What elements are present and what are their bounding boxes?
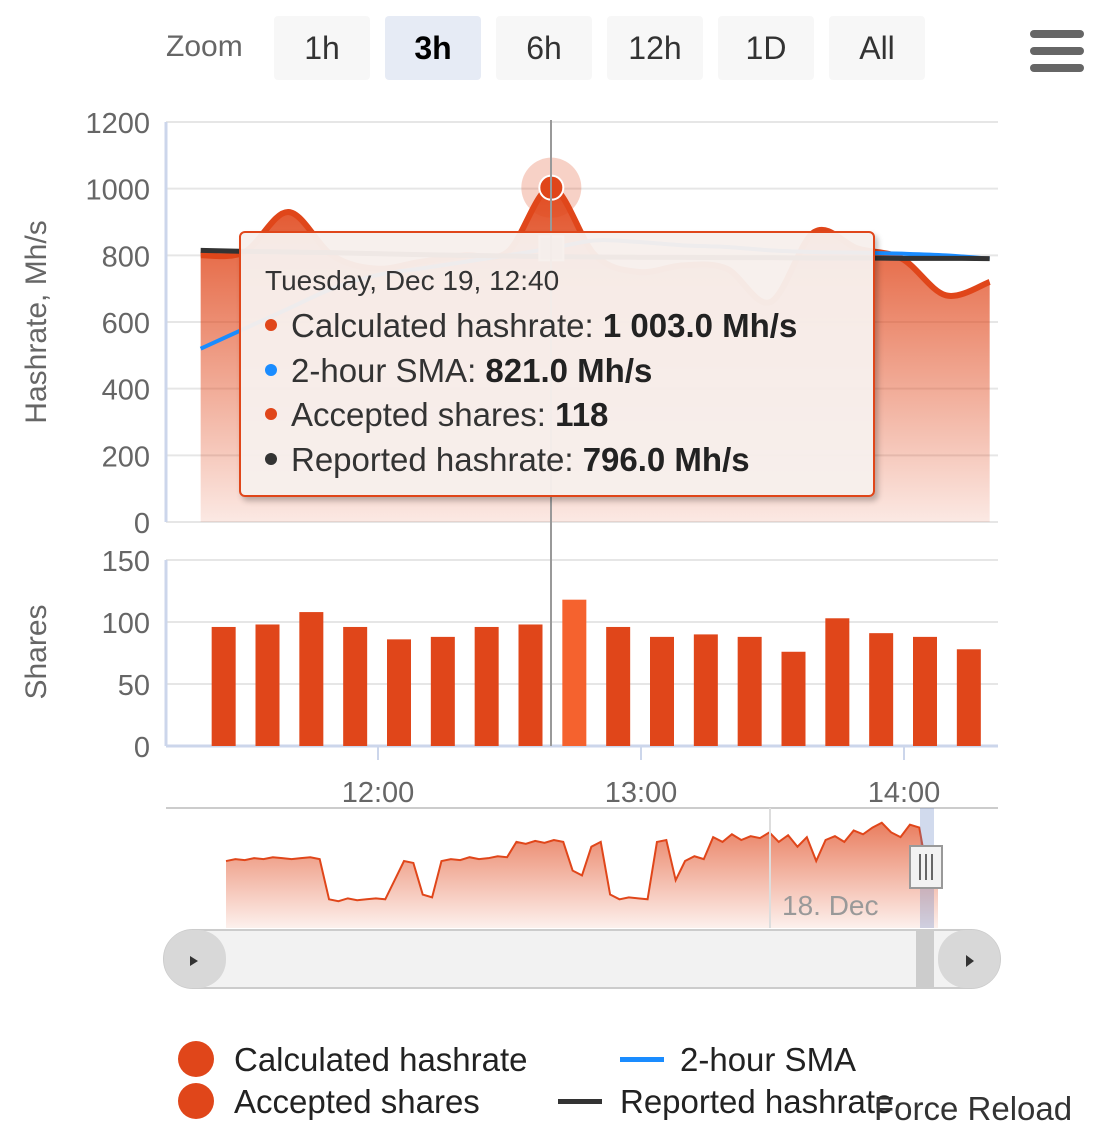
tooltip-date: Tuesday, Dec 19, 12:40 (265, 265, 560, 296)
shares-bar (650, 636, 674, 746)
tooltip-row-calculated: Calculated hashrate: 1 003.0 Mh/s (265, 307, 797, 345)
legend-accepted-shares[interactable]: Accepted shares (234, 1083, 480, 1120)
legend-calculated-hashrate[interactable]: Calculated hashrate (234, 1041, 528, 1078)
shares-y-tick-label: 100 (102, 608, 150, 640)
hashrate-y-tick-label: 0 (134, 508, 150, 540)
shares-y-tick-label: 150 (102, 546, 150, 578)
hashrate-y-tick-label: 1000 (85, 175, 150, 207)
shares-bar (956, 649, 981, 746)
shares-bar (299, 612, 324, 746)
zoom-label: Zoom (166, 30, 243, 63)
hamburger-menu-icon[interactable] (1030, 30, 1084, 72)
shares-y-tick-label: 50 (118, 670, 150, 702)
reported-dot-icon (265, 453, 277, 466)
hashrate-y-tick-label: 800 (102, 241, 150, 273)
shares-bar (693, 634, 718, 746)
hashrate-y-tick-label: 600 (102, 308, 150, 340)
hashrate-y-tick-label: 1200 (85, 108, 150, 140)
navigator-scrollbar[interactable] (163, 929, 1001, 989)
legend-reported-icon (558, 1099, 602, 1104)
zoom-1d-button[interactable]: 1D (718, 16, 814, 80)
calculated-dot-icon (265, 319, 277, 332)
hashrate-y-tick-label: 400 (102, 375, 150, 407)
x-tick-label: 14:00 (868, 777, 941, 809)
shares-bar (255, 624, 280, 746)
scroll-left-icon[interactable] (190, 956, 198, 966)
chart-tooltip: Tuesday, Dec 19, 12:40 Calculated hashra… (239, 231, 875, 497)
legend-calculated-icon (178, 1041, 214, 1077)
tooltip-row-reported: Reported hashrate: 796.0 Mh/s (265, 441, 750, 479)
zoom-1h-button[interactable]: 1h (274, 16, 370, 80)
shares-bar (913, 636, 937, 746)
zoom-6h-button[interactable]: 6h (496, 16, 592, 80)
zoom-12h-button[interactable]: 12h (607, 16, 703, 80)
legend-2-hour-sma[interactable]: 2-hour SMA (680, 1041, 857, 1078)
shares-bar (737, 636, 762, 746)
shares-y-tick-label: 0 (134, 732, 150, 764)
shares-bar (211, 626, 236, 746)
shares-dot-icon (265, 408, 277, 421)
hashrate-y-tick-label: 200 (102, 441, 150, 473)
shares-bar (474, 626, 499, 746)
shares-bar (606, 626, 631, 746)
navigator-line (225, 821, 939, 903)
shares-bar (343, 626, 368, 746)
legend-sma-icon (620, 1057, 664, 1062)
tooltip-row-sma: 2-hour SMA: 821.0 Mh/s (265, 352, 652, 390)
tooltip-row-shares: Accepted shares: 118 (265, 396, 608, 434)
shares-bar (562, 599, 587, 746)
shares-bar (781, 651, 806, 746)
zoom-all-button[interactable]: All (829, 16, 925, 80)
hashrate-y-axis-title: Hashrate, Mh/s (20, 220, 53, 423)
shares-bar (518, 624, 543, 746)
force-reload-link[interactable]: Force Reload (874, 1090, 1073, 1127)
scroll-right-icon[interactable] (966, 955, 974, 967)
x-tick-label: 12:00 (342, 777, 415, 809)
legend-reported-hashrate[interactable]: Reported hashrate (620, 1083, 894, 1120)
sma-dot-icon (265, 364, 277, 377)
zoom-3h-button[interactable]: 3h (385, 16, 481, 80)
navigator-date-label: 18. Dec (782, 890, 879, 921)
shares-bar (869, 633, 894, 746)
shares-y-axis-title: Shares (20, 604, 53, 699)
shares-bar (430, 636, 455, 746)
x-tick-label: 13:00 (605, 777, 678, 809)
shares-bar (825, 618, 850, 746)
legend-shares-icon (178, 1083, 214, 1119)
shares-bar (387, 639, 411, 746)
